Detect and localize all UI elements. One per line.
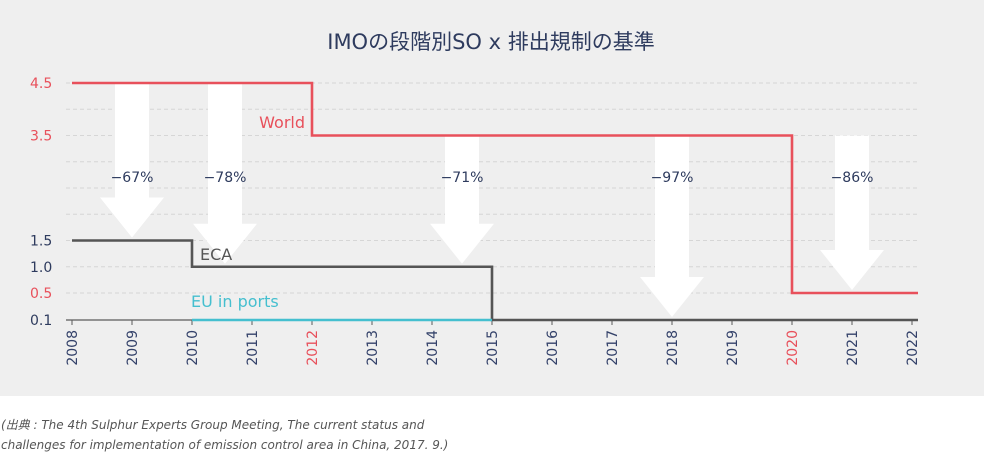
- reduction-arrow: [193, 83, 257, 264]
- y-tick-label: 3.5: [30, 129, 52, 145]
- gridlines: [66, 82, 918, 294]
- chart-title: IMOの段階別SO x 排出規制の基準: [327, 30, 654, 54]
- x-tick-label: 2008: [65, 330, 81, 366]
- series-line-eca: [72, 239, 918, 322]
- reduction-arrow: [820, 135, 884, 290]
- y-tick-label: 0.5: [30, 286, 52, 302]
- x-tick-label: 2010: [185, 330, 201, 366]
- x-tick-label: 2020: [785, 330, 801, 366]
- x-tick-label: 2018: [665, 330, 681, 366]
- series-label-eu-in-ports: EU in ports: [191, 292, 279, 311]
- y-tick-label: 1.5: [30, 234, 52, 250]
- source-line-2: challenges for implementation of emissio…: [1, 438, 449, 452]
- y-tick-label: 0.1: [30, 313, 52, 329]
- reduction-percent-label: −97%: [651, 170, 694, 186]
- x-tick-label: 2019: [725, 330, 741, 366]
- y-tick-label: 1.0: [30, 260, 52, 276]
- series-label-world: World: [259, 113, 305, 132]
- x-tick-label: 2015: [485, 330, 501, 366]
- reduction-percent-labels: −67% −78% −71% −97% −86%: [111, 170, 874, 186]
- series-lines: [72, 81, 918, 322]
- reduction-percent-label: −78%: [204, 170, 247, 186]
- reduction-percent-label: −71%: [441, 170, 484, 186]
- series-label-eca: ECA: [200, 245, 232, 264]
- reduction-arrow: [430, 135, 494, 264]
- x-tick-label: 2021: [845, 330, 861, 366]
- x-tick-label: 2014: [425, 330, 441, 366]
- y-tick-label: 4.5: [30, 76, 52, 92]
- x-tick-label: 2009: [125, 330, 141, 366]
- x-tick-label: 2016: [545, 330, 561, 366]
- reduction-arrows: [100, 83, 884, 317]
- source-citation: (出典 : The 4th Sulphur Experts Group Meet…: [1, 415, 981, 455]
- reduction-arrow: [100, 83, 164, 238]
- reduction-percent-label: −67%: [111, 170, 154, 186]
- series-labels: World ECA EU in ports: [191, 113, 305, 311]
- x-tick-label: 2011: [245, 330, 261, 366]
- step-line-chart: IMOの段階別SO x 排出規制の基準 2008 2009 2010 2011 2012…: [30, 30, 921, 366]
- x-tick-label: 2017: [605, 330, 621, 366]
- series-line-world: [72, 81, 918, 295]
- reduction-percent-label: −86%: [831, 170, 874, 186]
- x-axis: 2008 2009 2010 2011 2012 2013 2014 2015 2016 2017…: [65, 319, 921, 366]
- x-tick-label: 2013: [365, 330, 381, 366]
- x-tick-label: 2022: [905, 330, 921, 366]
- x-tick-label: 2012: [305, 330, 321, 366]
- source-line-1: (出典 : The 4th Sulphur Experts Group Meet…: [1, 418, 425, 432]
- chart-panel: IMOの段階別SO x 排出規制の基準 2008 2009 2010 2011 2012…: [0, 0, 984, 396]
- y-axis: 4.5 3.5 1.5 1.0 0.5 0.1: [30, 76, 52, 329]
- reduction-arrow: [640, 135, 704, 317]
